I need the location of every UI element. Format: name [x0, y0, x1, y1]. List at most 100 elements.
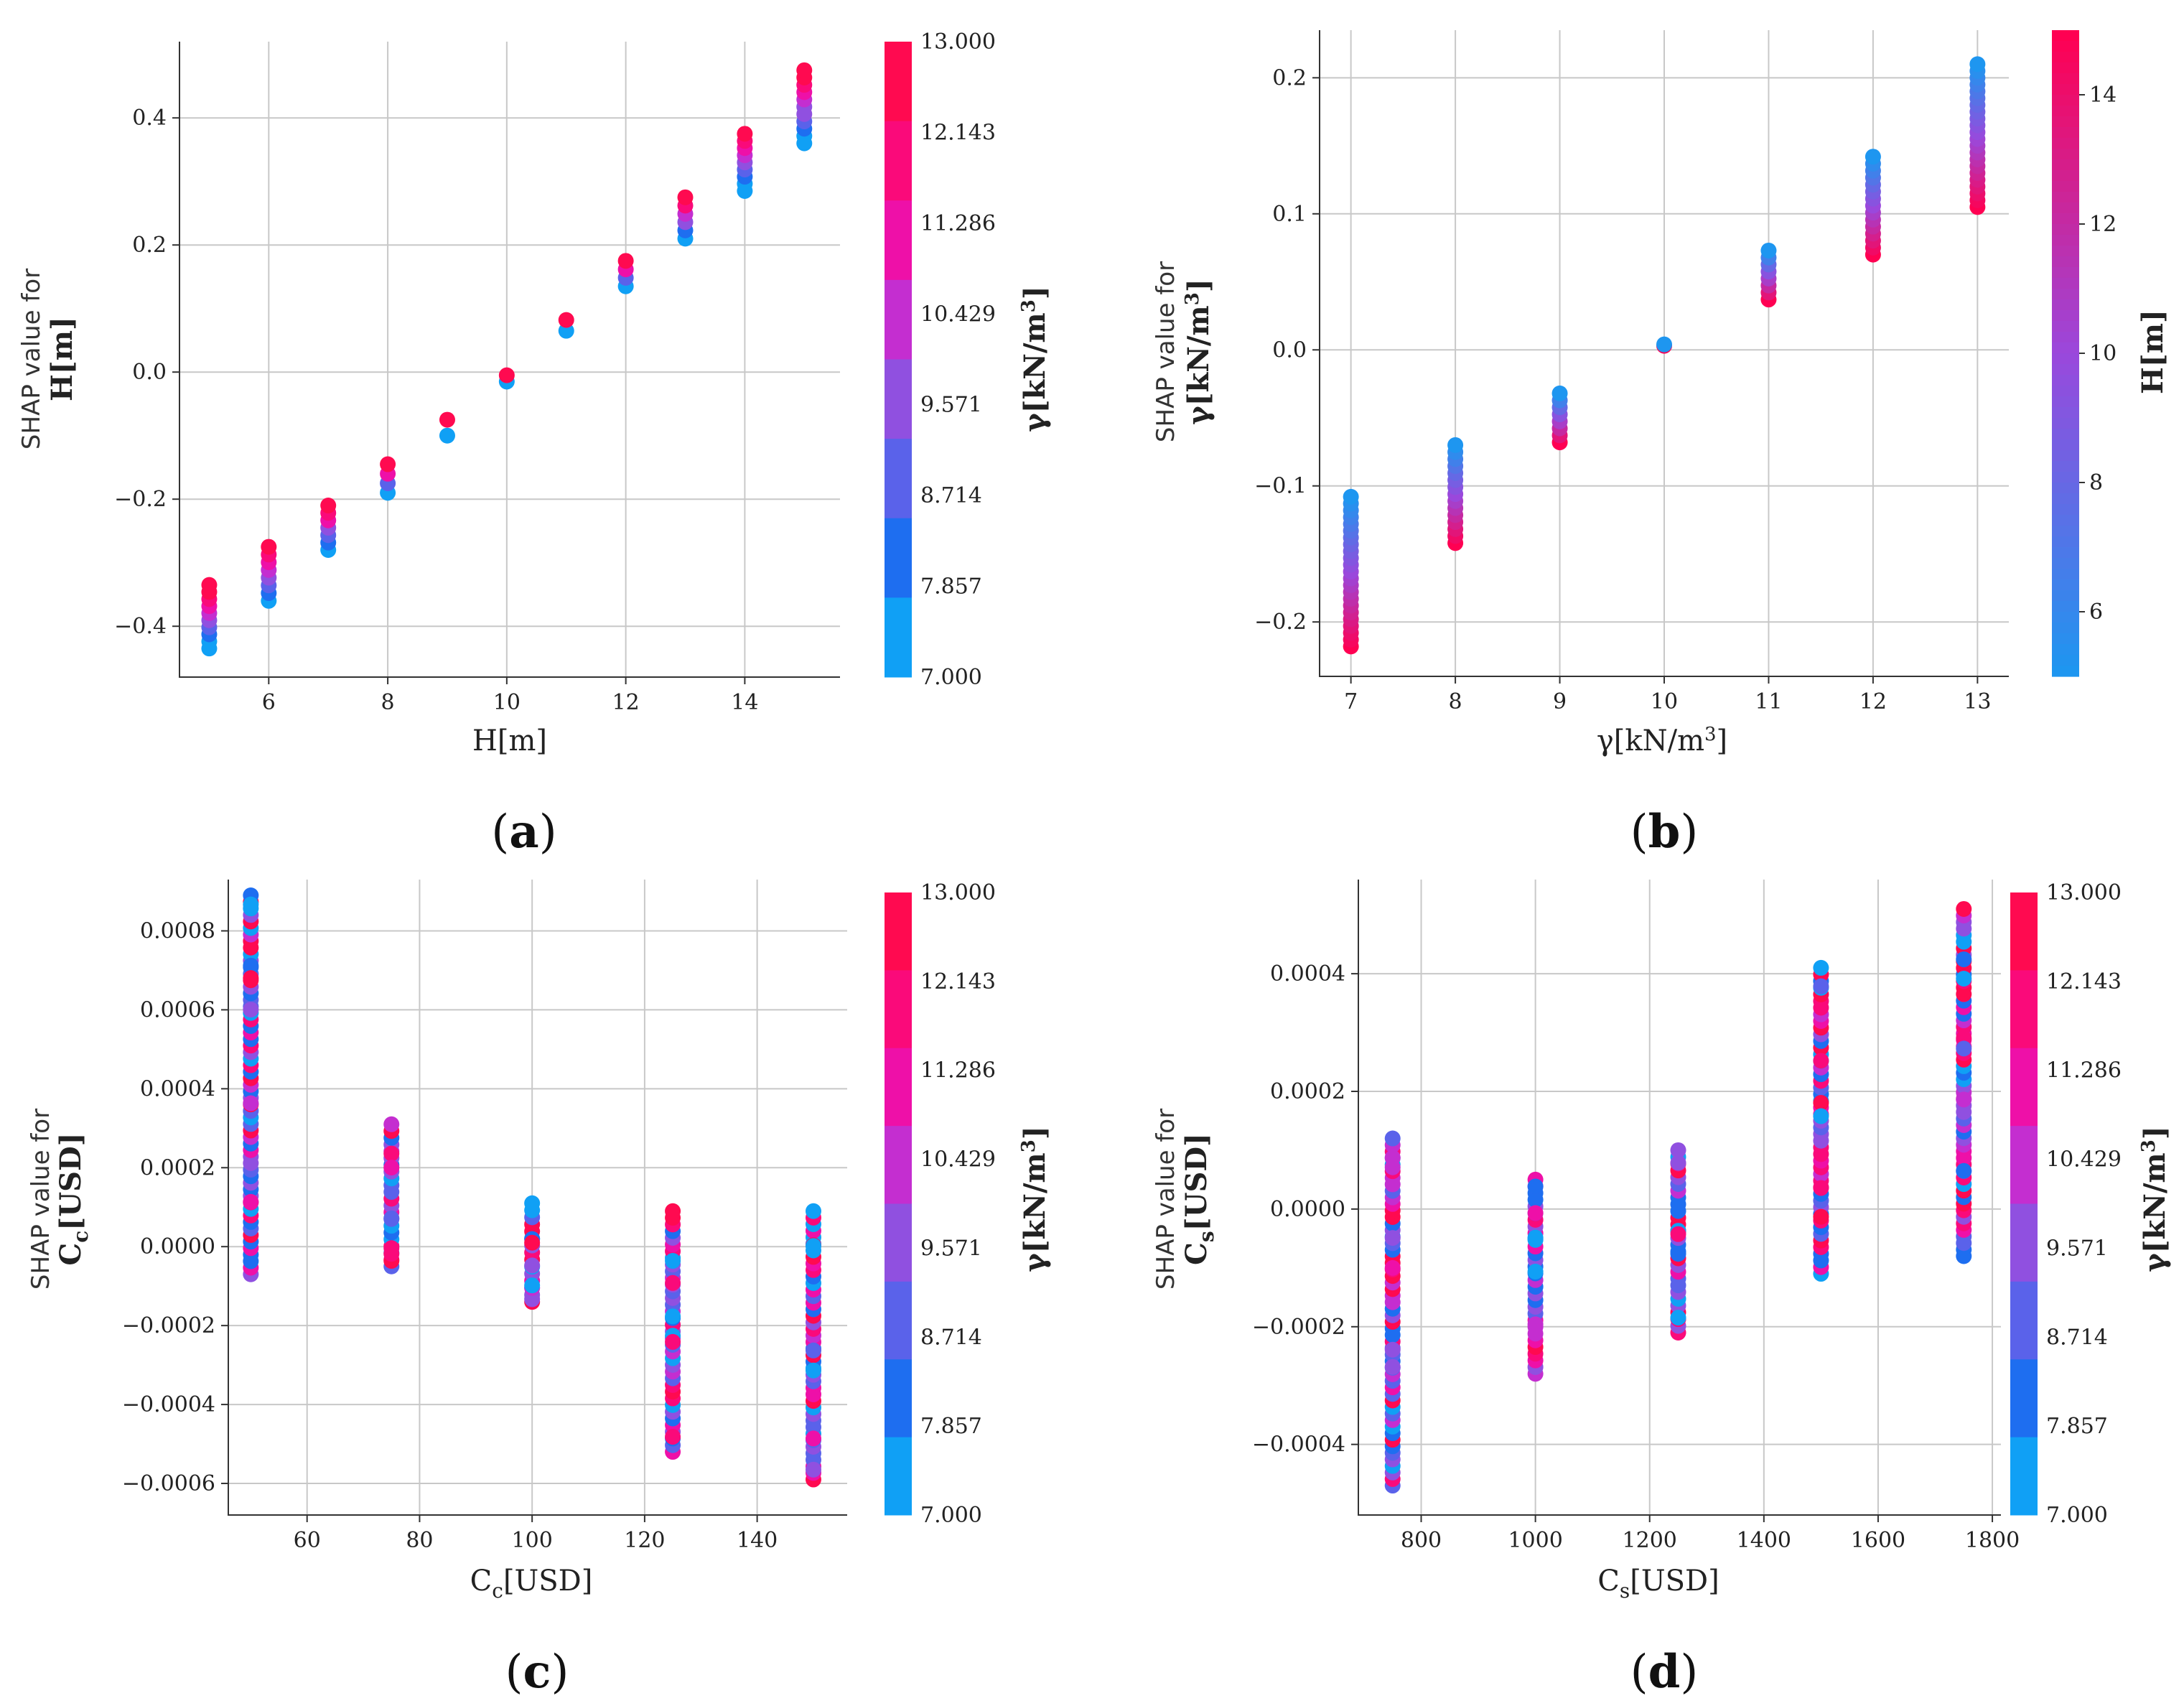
data-point: [524, 1291, 541, 1308]
colorbar-band: [2052, 601, 2079, 612]
colorbar-tick-label: 10.429: [920, 302, 996, 327]
x-tick-label: 8: [1449, 689, 1462, 714]
data-point: [558, 322, 574, 339]
data-point: [1670, 1226, 1686, 1242]
y-axis-label-line1: SHAP value for: [27, 1109, 55, 1290]
colorbar-band: [2052, 310, 2079, 322]
colorbar-tick-label: 7.000: [920, 665, 982, 690]
data-point: [320, 498, 337, 514]
x-tick-label: 14: [731, 690, 758, 715]
colorbar-band: [2052, 224, 2079, 236]
y-tick-label: 0.4: [132, 106, 167, 131]
colorbar-tick-label: 12: [2089, 212, 2117, 237]
colorbar-label: γ[kN/m3]: [1018, 1126, 1052, 1272]
colorbar-band: [885, 359, 912, 439]
data-point: [665, 1253, 681, 1269]
y-tick-label: 0.0006: [140, 997, 215, 1022]
data-point: [201, 577, 218, 593]
data-point: [1969, 56, 1986, 73]
y-tick-label: 0.0004: [140, 1076, 215, 1101]
colorbar-tick-label: 8.714: [920, 483, 982, 508]
colorbar-band: [2052, 159, 2079, 171]
x-tick-label: 80: [406, 1528, 433, 1553]
x-tick-label: 100: [512, 1528, 553, 1553]
panel-d: 800 1000 1200 1400 1600 1800 −0.0004 −0.0002 0.0…: [1152, 880, 2172, 1699]
data-point: [665, 1429, 681, 1445]
colorbar-band: [885, 1359, 912, 1438]
data-point: [243, 957, 259, 974]
x-tick-label: 140: [737, 1528, 778, 1553]
y-tick-label: 0.0004: [1270, 961, 1345, 987]
colorbar-band: [2052, 202, 2079, 214]
y-axis-label-line2: Cs[USD]: [1180, 1133, 1218, 1265]
colorbar-band: [885, 892, 912, 971]
data-point: [665, 1308, 681, 1325]
colorbar-band: [2052, 84, 2079, 95]
colorbar-band: [2052, 655, 2079, 666]
colorbar-band: [2052, 515, 2079, 526]
colorbar-label: γ[kN/m3]: [1018, 286, 1052, 432]
colorbar-tick-label: 11.286: [2046, 1058, 2122, 1083]
data-point: [1813, 959, 1829, 976]
colorbar-band: [2010, 1437, 2038, 1516]
colorbar-band: [2052, 386, 2079, 397]
data-point: [1956, 1040, 1972, 1057]
colorbar-band: [2052, 235, 2079, 246]
colorbar-tick-label: 6: [2089, 600, 2103, 625]
colorbar-tick-label: 8: [2089, 470, 2103, 495]
data-point: [498, 367, 515, 383]
colorbar-band: [885, 1048, 912, 1127]
y-tick-label: 0.0: [1272, 337, 1307, 363]
colorbar-tick-label: 9.571: [2046, 1236, 2108, 1261]
colorbar-band: [2052, 461, 2079, 472]
colorbar-tick-label: 7.857: [2046, 1414, 2108, 1439]
data-point: [1760, 242, 1777, 258]
data-point: [1813, 1180, 1829, 1196]
colorbar-tick-label: 14: [2089, 83, 2117, 108]
colorbar-tick-label: 12.143: [920, 120, 996, 145]
data-point: [1813, 1208, 1829, 1225]
colorbar-band: [2052, 439, 2079, 451]
colorbar-tick-label: 9.571: [920, 1236, 982, 1261]
y-tick-label: 0.0002: [1270, 1079, 1345, 1104]
data-point: [1384, 1259, 1401, 1276]
colorbar-label: H[m]: [2136, 309, 2170, 394]
colorbar-band: [2010, 892, 2038, 971]
data-point: [439, 427, 455, 444]
data-point: [1384, 1130, 1401, 1147]
colorbar-band: [885, 121, 912, 201]
x-axis-label: γ[kN/m3]: [1597, 724, 1727, 758]
colorbar-band: [2010, 1281, 2038, 1360]
y-tick-label: 0.2: [132, 233, 167, 258]
colorbar-band: [2052, 289, 2079, 300]
colorbar-band: [2052, 127, 2079, 139]
data-point: [243, 1002, 259, 1018]
y-tick-label: −0.0004: [122, 1392, 215, 1417]
colorbar-band: [2052, 396, 2079, 408]
colorbar-band: [2052, 590, 2079, 602]
data-point: [1956, 970, 1972, 987]
data-point: [558, 312, 574, 328]
data-point: [383, 1246, 400, 1262]
colorbar-band: [885, 279, 912, 360]
colorbar-band: [885, 42, 912, 122]
x-tick-label: 1000: [1508, 1528, 1562, 1553]
y-tick-label: −0.0004: [1252, 1432, 1345, 1458]
colorbar-band: [2052, 30, 2079, 42]
colorbar-band: [2052, 612, 2079, 623]
colorbar-band: [2052, 95, 2079, 106]
panel-label: (b): [1630, 805, 1699, 859]
data-point: [1527, 1316, 1544, 1333]
colorbar-band: [2052, 106, 2079, 117]
data-point: [1813, 1094, 1829, 1111]
y-axis-label-line2: γ[kN/m3]: [1182, 279, 1215, 425]
x-tick-label: 60: [294, 1528, 321, 1553]
colorbar-band: [885, 597, 912, 678]
x-tick-label: 8: [381, 690, 395, 715]
colorbar-tick-label: 13.000: [2046, 880, 2122, 905]
data-point: [1865, 149, 1881, 165]
axis-spine: [179, 42, 840, 678]
colorbar-band: [2052, 321, 2079, 332]
data-point: [1527, 1178, 1544, 1195]
data-point: [1551, 385, 1568, 401]
